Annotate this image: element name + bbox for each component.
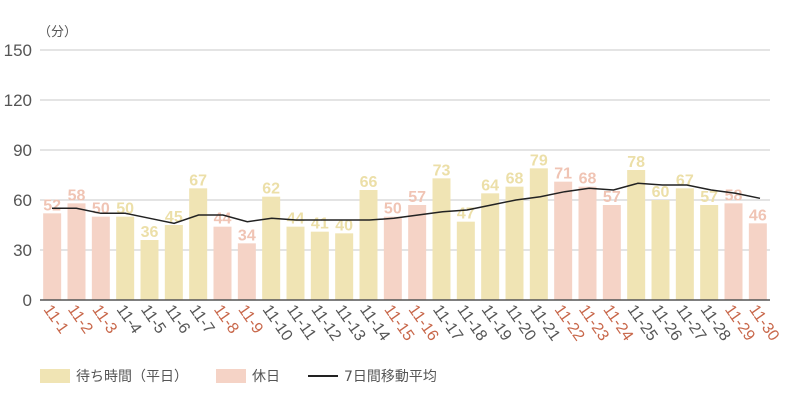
bar-value-label: 73 xyxy=(433,162,451,179)
bar xyxy=(335,233,354,300)
y-tick-label: 60 xyxy=(13,191,32,210)
y-tick-label: 30 xyxy=(13,241,32,260)
bar xyxy=(627,170,646,300)
moving-average-line xyxy=(52,182,761,225)
bar-value-label: 36 xyxy=(141,224,159,241)
bar xyxy=(651,200,670,300)
bar-value-label: 68 xyxy=(579,171,597,188)
bar xyxy=(262,196,281,300)
bar-value-label: 52 xyxy=(43,197,61,214)
bar xyxy=(554,181,573,300)
bar xyxy=(602,205,621,300)
x-tick-label: 11-1 xyxy=(40,302,72,337)
bar xyxy=(43,213,62,300)
y-axis-unit-label: （分） xyxy=(38,25,77,40)
y-tick-label: 0 xyxy=(23,291,32,310)
bar-value-label: 60 xyxy=(652,184,670,201)
bar-value-label: 58 xyxy=(725,187,743,204)
y-tick-label: 90 xyxy=(13,141,32,160)
bar xyxy=(408,205,427,300)
bar-value-label: 50 xyxy=(92,201,110,218)
gridlines xyxy=(40,49,770,251)
bar-value-label: 71 xyxy=(554,166,572,183)
bar-value-label: 58 xyxy=(68,187,86,204)
bar xyxy=(748,223,767,300)
bar xyxy=(724,203,743,300)
x-tick-label: 11-7 xyxy=(186,302,218,337)
bar xyxy=(310,231,329,300)
x-tick-label: 11-5 xyxy=(137,302,169,337)
legend-item-moving-average: 7日間移動平均 xyxy=(308,366,437,386)
y-tick-label: 150 xyxy=(4,41,32,60)
x-tick-label: 11-3 xyxy=(88,302,120,337)
x-tick-label: 11-9 xyxy=(234,302,266,337)
bar xyxy=(189,188,208,300)
bar-value-label: 50 xyxy=(384,201,402,218)
legend-item-weekday: 待ち時間（平日） xyxy=(40,366,188,386)
y-tick-label: 120 xyxy=(4,91,32,110)
bar xyxy=(359,190,378,300)
legend-item-holiday: 休日 xyxy=(216,366,280,386)
bar-value-label: 40 xyxy=(335,217,353,234)
bar-value-label: 68 xyxy=(506,171,524,188)
bar-value-label: 44 xyxy=(214,211,232,228)
bar xyxy=(140,240,159,300)
bar xyxy=(67,203,86,300)
bars xyxy=(43,168,767,300)
bar-value-label: 34 xyxy=(238,227,256,244)
bar xyxy=(432,178,451,300)
bar-value-label: 67 xyxy=(189,172,207,189)
bar-value-label: 57 xyxy=(408,189,426,206)
y-axis-ticks: 0 30 60 90 120 150 xyxy=(4,41,32,310)
bar-value-label: 66 xyxy=(360,174,378,191)
bar-value-label: 67 xyxy=(676,172,694,189)
x-tick-label: 11-6 xyxy=(161,302,193,337)
bar xyxy=(505,186,524,300)
bar xyxy=(164,225,183,300)
weekday-swatch xyxy=(40,369,70,383)
bar-value-label: 62 xyxy=(262,181,280,198)
x-tick-label: 11-8 xyxy=(210,302,242,337)
legend: 待ち時間（平日） 休日 7日間移動平均 xyxy=(40,366,465,386)
bar xyxy=(116,216,135,300)
bar-value-label: 46 xyxy=(749,207,767,224)
bar-value-label: 78 xyxy=(627,154,645,171)
bar xyxy=(383,216,402,300)
bar-value-label: 64 xyxy=(481,177,499,194)
legend-label-weekday: 待ち時間（平日） xyxy=(76,369,188,385)
bar-value-label: 79 xyxy=(530,152,548,169)
bar xyxy=(700,205,719,300)
bar-value-label: 41 xyxy=(311,216,329,233)
bar xyxy=(578,186,597,300)
bar xyxy=(213,226,232,300)
bar xyxy=(91,216,110,300)
legend-label-moving-average: 7日間移動平均 xyxy=(344,369,437,385)
bar-value-label: 44 xyxy=(287,211,305,228)
bar-value-label: 57 xyxy=(700,189,718,206)
bar xyxy=(456,221,475,300)
legend-label-holiday: 休日 xyxy=(252,369,280,385)
bar xyxy=(237,243,256,300)
bar xyxy=(675,188,694,300)
bar xyxy=(286,226,305,300)
x-axis-labels: 11-111-211-311-411-511-611-711-811-911-1… xyxy=(40,302,782,344)
bar-value-label: 57 xyxy=(603,189,621,206)
bar xyxy=(529,168,548,300)
holiday-swatch xyxy=(216,369,246,383)
bar xyxy=(481,193,500,300)
x-tick-label: 11-2 xyxy=(64,302,96,337)
moving-average-swatch xyxy=(308,375,338,377)
x-tick-label: 11-4 xyxy=(113,302,145,337)
